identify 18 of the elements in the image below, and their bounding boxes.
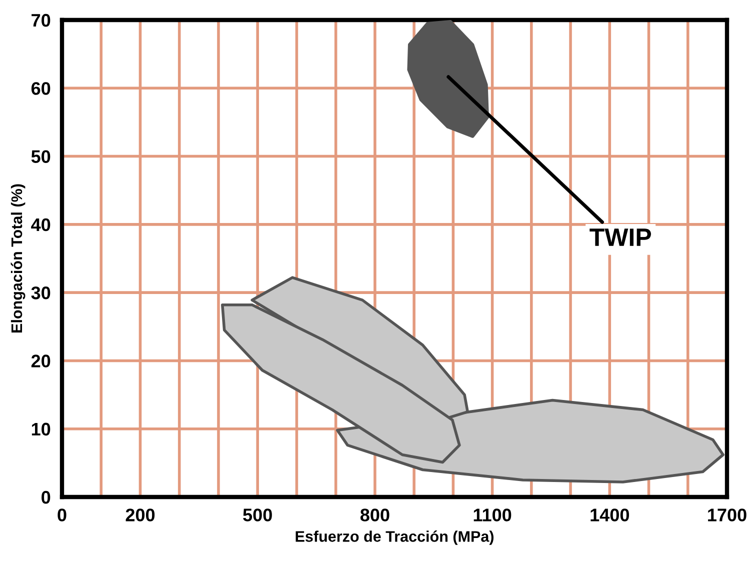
y-tick-label: 0 — [42, 490, 50, 504]
x-tick-label: 200 — [126, 508, 155, 522]
y-tick-label: 50 — [31, 150, 50, 164]
x-tick-label: 0 — [58, 508, 66, 522]
x-tick-label: 1400 — [590, 508, 629, 522]
x-tick-label: 1700 — [708, 508, 746, 522]
y-tick-label: 60 — [31, 82, 50, 95]
x-tick-label: 1100 — [474, 508, 512, 522]
y-tick-label: 70 — [32, 14, 50, 27]
y-tick-label: 40 — [31, 218, 50, 232]
y-tick-label: 30 — [31, 286, 50, 300]
y-tick-label: 20 — [31, 354, 50, 368]
x-axis-title: Esfuerzo de Tracción (MPa) — [296, 530, 494, 545]
x-tick-label: 500 — [243, 508, 272, 522]
y-axis-title: Elongación Total (%) — [10, 184, 26, 332]
y-tick-label: 10 — [32, 422, 50, 436]
annotation: TWIP — [590, 228, 651, 246]
x-tick-label: 800 — [360, 508, 390, 522]
